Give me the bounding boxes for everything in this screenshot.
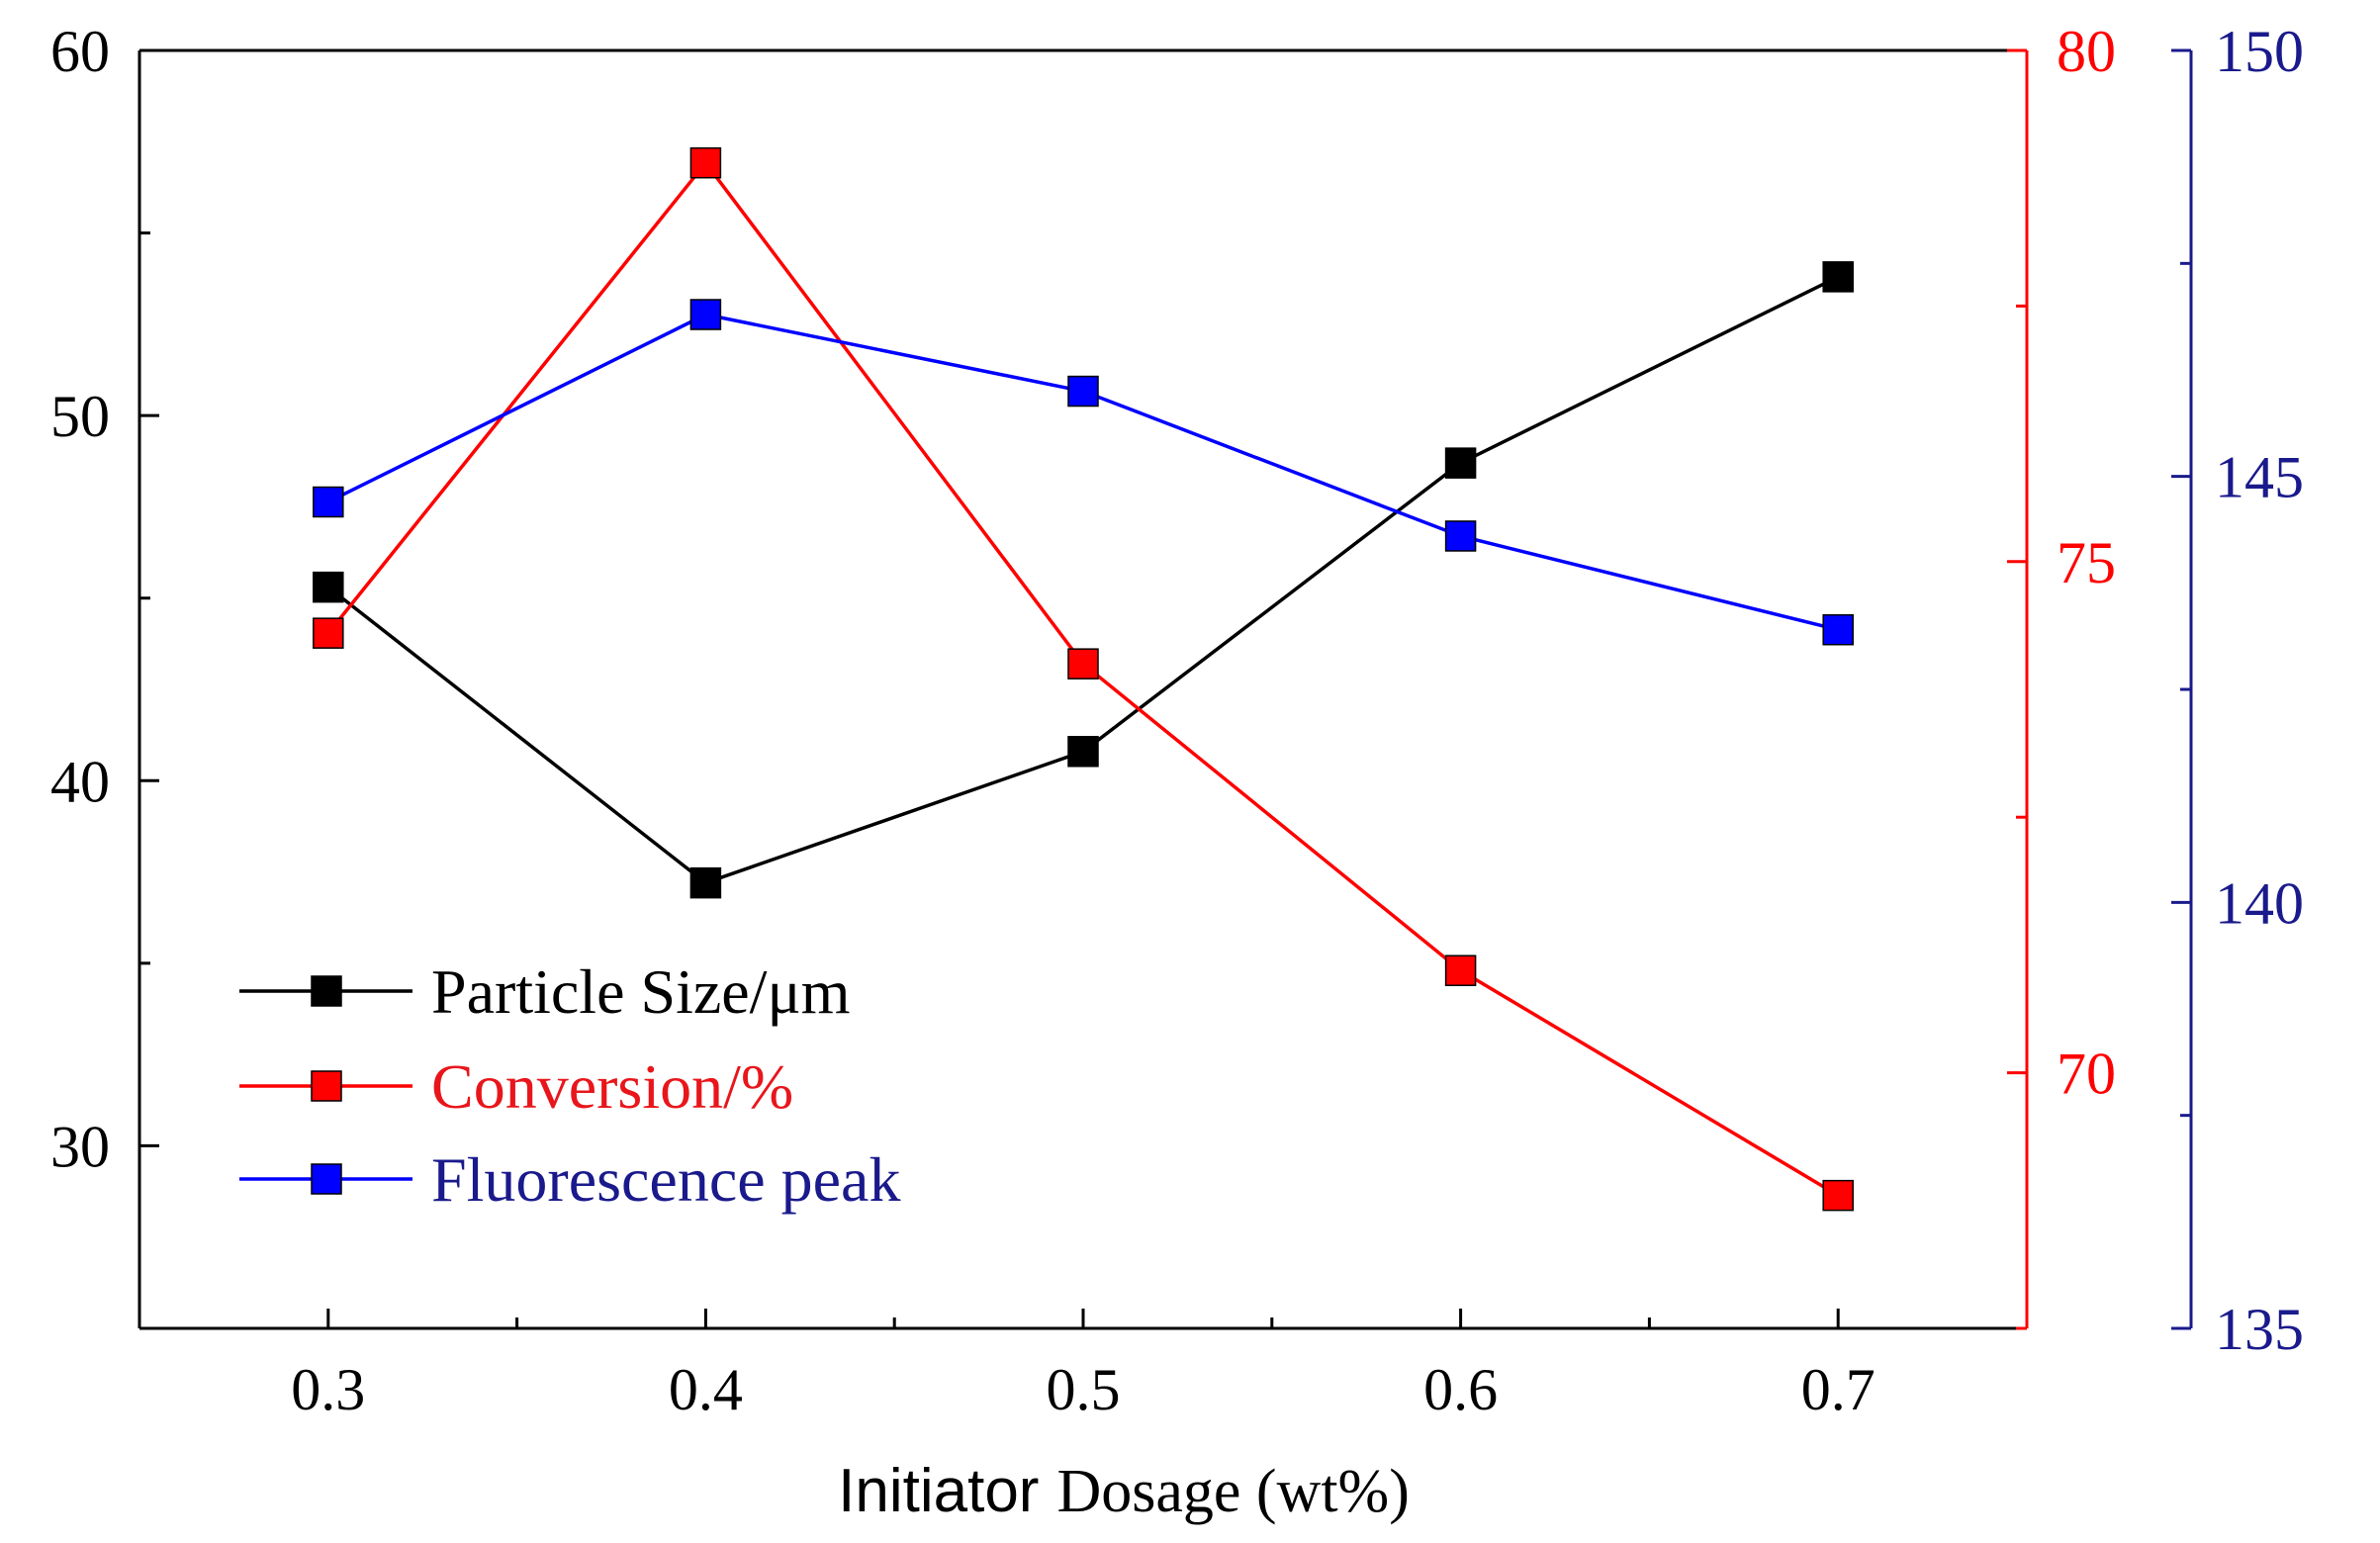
series-layer <box>313 146 1854 1212</box>
conv-data-point <box>313 617 344 649</box>
x-tick-label: 0.4 <box>669 1357 743 1422</box>
legend-label-conv: Conversion/% <box>431 1051 793 1122</box>
fluor-data-point <box>1067 375 1099 408</box>
size-data-point <box>1444 447 1477 479</box>
fluor-data-point <box>1444 520 1477 552</box>
right2-tick-label: 145 <box>2215 445 2304 510</box>
fluorescence-y-axis: 135 140 145 150 <box>2171 19 2304 1362</box>
x-tick-label: 0.3 <box>291 1357 365 1422</box>
conv-data-point <box>1067 648 1099 680</box>
right2-tick-label: 150 <box>2215 19 2304 84</box>
right2-tick-label: 140 <box>2215 870 2304 936</box>
fluor-data-point <box>689 299 722 330</box>
left-tick-label: 30 <box>50 1114 110 1179</box>
size-data-point <box>1822 261 1854 293</box>
x-axis: 0.3 0.4 0.5 0.6 0.7 <box>291 1309 1876 1422</box>
conversion-y-axis: 70 75 80 <box>2007 19 2116 1330</box>
conv-data-point <box>1444 954 1477 986</box>
x-axis-label: Initiator Dosage (wt%) <box>838 1457 1410 1525</box>
left-y-axis: 30 40 50 60 <box>50 19 159 1330</box>
left-tick-label: 50 <box>50 384 110 449</box>
legend-label-fluor: Fluorescence peak <box>431 1144 900 1215</box>
conv-data-point <box>1822 1179 1854 1212</box>
fluor-data-point <box>1822 613 1854 646</box>
right1-tick-label: 70 <box>2057 1042 2116 1107</box>
x-tick-label: 0.6 <box>1423 1357 1498 1422</box>
size-data-point <box>313 571 344 603</box>
left-tick-label: 60 <box>50 19 110 84</box>
fluor-data-point <box>313 486 344 518</box>
x-tick-label: 0.5 <box>1047 1357 1121 1422</box>
legend-marker-conv <box>311 1070 342 1102</box>
size-data-point <box>1067 736 1099 768</box>
legend-marker-fluor <box>311 1163 342 1195</box>
right1-tick-label: 80 <box>2057 19 2116 84</box>
size-data-point <box>689 866 722 899</box>
fluor-series-line <box>327 313 1839 632</box>
legend: Particle Size/μm Conversion/% Fluorescence… <box>239 956 900 1215</box>
legend-marker-size <box>311 975 342 1007</box>
plot-frame <box>139 48 2027 1330</box>
right1-tick-label: 75 <box>2057 530 2116 595</box>
right2-tick-label: 135 <box>2215 1297 2304 1362</box>
size-series-line <box>326 275 1839 885</box>
legend-label-size: Particle Size/μm <box>431 956 851 1027</box>
left-tick-label: 40 <box>50 749 110 814</box>
conv-data-point <box>689 146 722 179</box>
x-tick-label: 0.7 <box>1801 1357 1876 1422</box>
